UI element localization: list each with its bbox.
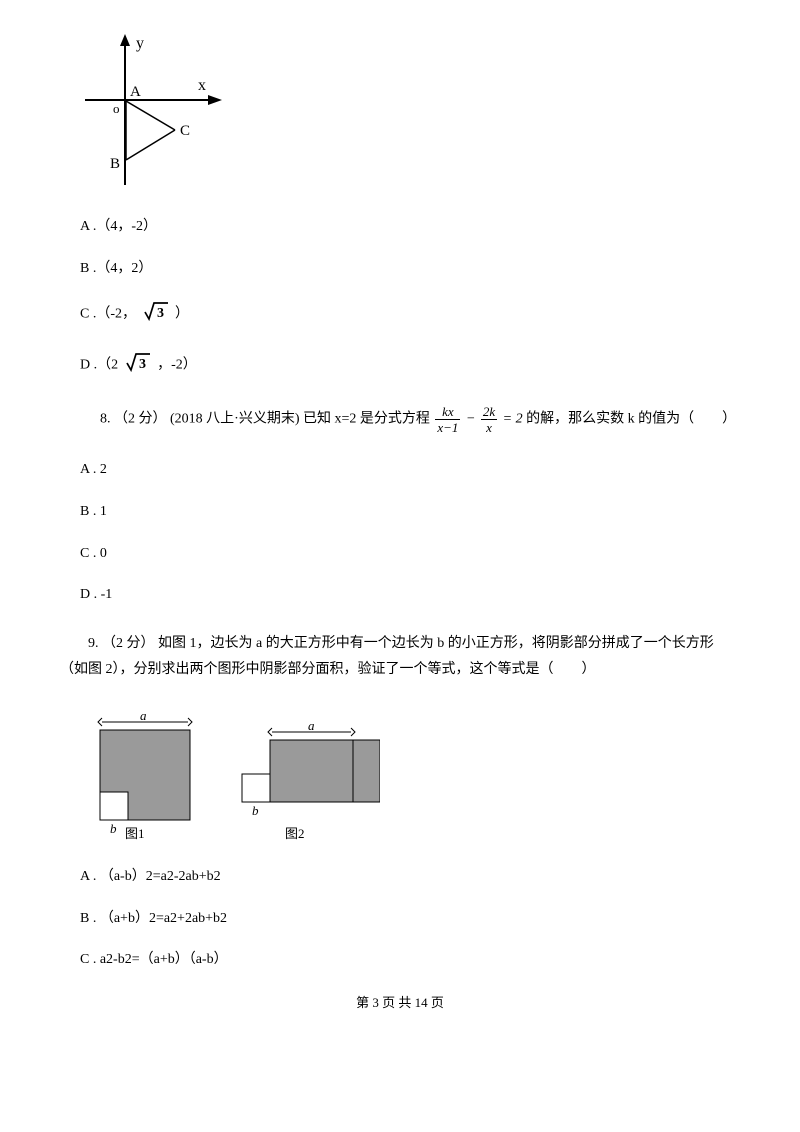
q7-option-D: D .（2 3 ，-2） — [80, 351, 740, 380]
q9-fig2-a: a — [308, 718, 315, 733]
q9-option-C: C . a2-b2=（a+b）（a-b） — [80, 950, 740, 970]
q8-option-C: C . 0 — [80, 544, 740, 564]
q8-frac2-den: x — [481, 420, 497, 434]
q8-option-A: A . 2 — [80, 460, 740, 480]
axis-svg: y x o A B C — [80, 30, 230, 190]
page-footer: 第 3 页 共 14 页 — [60, 992, 740, 1025]
point-A-label: A — [130, 84, 141, 100]
q7-option-B: B .（4，2） — [80, 259, 740, 279]
q8-frac1: kx x−1 — [435, 405, 460, 434]
sqrt-icon: 3 — [125, 351, 151, 380]
q8-frac1-den: x−1 — [435, 420, 460, 434]
sqrt-icon: 3 — [143, 300, 169, 329]
q8-frac2: 2k x — [481, 405, 497, 434]
q7-option-D-prefix: D .（2 — [80, 357, 118, 372]
q7-option-C-suffix: ） — [175, 307, 189, 322]
page: y x o A B C A .（4，-2） B .（4，2） C .（-2， 3… — [0, 0, 800, 1045]
point-C-label: C — [180, 123, 190, 139]
figure-q7-axis: y x o A B C — [80, 30, 740, 195]
q7-option-C: C .（-2， 3 ） — [80, 300, 740, 329]
q7-option-A: A .（4，-2） — [80, 217, 740, 237]
q8-frac1-num: kx — [435, 405, 460, 420]
q9-fig2-b: b — [252, 803, 259, 818]
q8-stem: 8. （2 分） (2018 八上·兴义期末) 已知 x=2 是分式方程 kx … — [100, 405, 740, 434]
q9-fig1-label: 图1 — [125, 826, 145, 840]
q9-fig2-label: 图2 — [285, 826, 305, 840]
q9-figures: a b 图1 a b 图2 — [90, 710, 740, 845]
svg-text:3: 3 — [139, 357, 146, 372]
q7-option-D-suffix: ，-2） — [157, 357, 197, 372]
q9-option-B: B . （a+b）2=a2+2ab+b2 — [80, 909, 740, 929]
q8-option-B: B . 1 — [80, 502, 740, 522]
q8-stem-pre: 8. （2 分） (2018 八上·兴义期末) 已知 x=2 是分式方程 — [100, 412, 433, 427]
q8-eq: = 2 — [503, 412, 523, 427]
x-axis-label: x — [198, 77, 206, 94]
q8-minus: − — [466, 412, 479, 427]
q8-frac2-num: 2k — [481, 405, 497, 420]
q9-fig1-a: a — [140, 710, 147, 723]
q7-option-C-prefix: C .（-2， — [80, 307, 136, 322]
svg-text:3: 3 — [157, 306, 164, 321]
q9-stem: 9. （2 分） 如图 1，边长为 a 的大正方形中有一个边长为 b 的小正方形… — [60, 631, 740, 684]
q8-option-D: D . -1 — [80, 585, 740, 605]
point-B-label: B — [110, 156, 120, 172]
origin-label: o — [113, 101, 120, 116]
y-axis-label: y — [136, 35, 144, 52]
q8-stem-post: 的解，那么实数 k 的值为（ ） — [526, 412, 736, 427]
q9-fig1-b: b — [110, 821, 117, 836]
q9-svg: a b 图1 a b 图2 — [90, 710, 380, 840]
q9-option-A: A . （a-b）2=a2-2ab+b2 — [80, 867, 740, 887]
